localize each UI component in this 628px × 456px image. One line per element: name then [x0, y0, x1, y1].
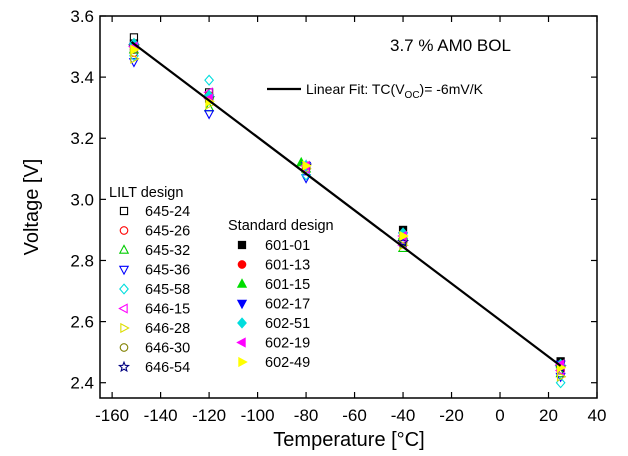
legend-label: 602-19	[265, 336, 310, 352]
legend-label: 645-58	[145, 282, 190, 298]
y-tick-label: 3.0	[70, 190, 94, 209]
legend-marker	[236, 278, 248, 288]
x-tick-label: -100	[241, 406, 275, 425]
legend-marker	[118, 303, 128, 314]
legend-marker	[119, 283, 129, 295]
x-tick-label: 20	[539, 406, 558, 425]
x-tick-label: -160	[95, 406, 129, 425]
legend-marker	[120, 322, 130, 334]
legend-label: 601-13	[265, 258, 310, 274]
fit-legend-label-start: Linear Fit: TC(V	[306, 81, 405, 97]
x-tick-label: -20	[439, 406, 464, 425]
linear-fit-line	[130, 41, 562, 367]
y-tick-label: 2.6	[70, 313, 94, 332]
legend-label: 645-32	[145, 243, 190, 259]
data-point	[556, 371, 567, 382]
x-tick-label: 0	[495, 406, 504, 425]
legend-label: 601-01	[265, 238, 310, 254]
y-tick-label: 2.4	[70, 374, 94, 393]
legend-label: 646-28	[145, 321, 190, 337]
x-axis-title: Temperature [°C]	[273, 429, 424, 451]
legend-label: 645-24	[145, 204, 190, 220]
legend-title-lilt: LILT design	[109, 185, 183, 201]
legend: 645-24 645-26 645-32 645-36 645-58 646-15 646-…	[117, 204, 310, 376]
legend-marker	[118, 265, 130, 276]
data-point	[399, 230, 409, 242]
x-tick-label: -60	[342, 406, 367, 425]
data-point	[203, 110, 215, 120]
legend-label: 602-49	[265, 355, 310, 371]
legend-marker	[236, 337, 246, 348]
legend-label: 602-51	[265, 316, 310, 332]
legend-label: 602-17	[265, 297, 310, 313]
legend-marker	[238, 356, 248, 368]
y-tick-label: 3.2	[70, 129, 94, 148]
legend-label: 646-54	[145, 360, 190, 376]
legend-marker	[236, 299, 248, 310]
legend-marker	[118, 244, 130, 254]
legend-label: 601-15	[265, 277, 310, 293]
y-axis-ticks: 2.4 2.6 2.8 3.0 3.2 3.4 3.6	[70, 7, 597, 393]
legend-label: 645-36	[145, 263, 190, 279]
x-tick-label: 40	[588, 406, 607, 425]
legend-marker	[119, 343, 129, 352]
legend-marker	[117, 360, 131, 373]
y-tick-label: 3.4	[70, 68, 94, 87]
fit-legend-label-sub: OC	[405, 90, 420, 101]
y-tick-label: 2.8	[70, 251, 94, 270]
legend-marker	[237, 240, 247, 250]
legend-marker	[119, 206, 129, 216]
legend-label: 646-30	[145, 341, 190, 357]
fit-legend-label-end: )= -6mV/K	[420, 81, 484, 97]
legend-label: 646-15	[145, 302, 190, 318]
plot-frame	[99, 15, 598, 399]
data-point	[130, 53, 140, 64]
x-tick-label: -120	[192, 406, 226, 425]
y-axis-title: Voltage [V]	[21, 159, 43, 256]
fit-legend-label: Linear Fit: TC(VOC)= -6mV/K	[306, 81, 484, 101]
annotation-text: 3.7 % AM0 BOL	[390, 36, 511, 55]
data-point	[302, 160, 312, 171]
legend-marker	[237, 260, 247, 269]
data-point	[130, 44, 140, 55]
x-tick-label: -140	[144, 406, 178, 425]
legend-title-standard: Standard design	[228, 218, 334, 234]
x-tick-label: -80	[294, 406, 319, 425]
x-tick-label: -40	[391, 406, 416, 425]
legend-label: 645-26	[145, 224, 190, 240]
data-point	[204, 74, 215, 86]
legend-marker	[119, 226, 129, 235]
legend-marker	[237, 317, 247, 329]
x-axis-ticks: -160 -140 -120 -100 -80 -60 -40 -20 0 20 40	[95, 16, 606, 425]
y-tick-label: 3.6	[70, 7, 94, 26]
